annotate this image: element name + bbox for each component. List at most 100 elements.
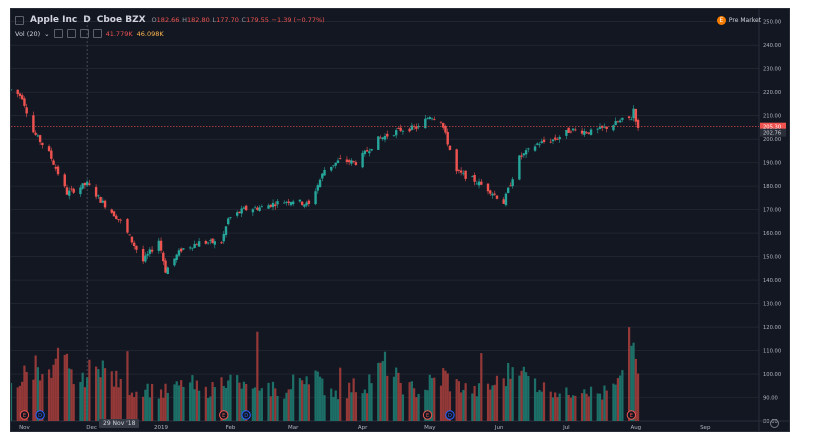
volume-bar: [565, 387, 568, 421]
candle-body: [130, 236, 134, 243]
candle-body: [47, 146, 51, 152]
candle-body: [603, 126, 606, 128]
volume-bar: [298, 378, 301, 421]
y-tick-label: 130.00: [763, 302, 781, 308]
candle-body: [518, 155, 521, 180]
candle-body: [630, 119, 633, 121]
volume-bar: [54, 358, 57, 421]
candle-body: [424, 118, 427, 129]
candle-body: [258, 207, 261, 211]
volume-bar: [619, 375, 622, 421]
volume-bar: [36, 367, 39, 421]
x-tick-label: Jun: [494, 425, 504, 431]
volume-bar: [334, 390, 337, 421]
candle-body: [150, 249, 154, 252]
collapse-icon[interactable]: [15, 15, 24, 25]
premarket-badge[interactable]: E Pre Market: [716, 16, 761, 25]
candle-body: [126, 218, 129, 233]
volume-bar: [88, 359, 91, 421]
dividend-marker: [445, 410, 455, 420]
gear-icon[interactable]: [770, 419, 779, 428]
candle-body: [115, 215, 118, 219]
candle-body: [157, 240, 161, 251]
volume-value: 41.779K: [105, 29, 133, 38]
candle-body: [117, 219, 120, 220]
candle-body: [38, 135, 42, 143]
candle-body: [213, 241, 216, 245]
volume-bar: [117, 387, 120, 421]
close-icon[interactable]: [79, 29, 89, 38]
candle-body: [540, 141, 543, 144]
volume-bar: [72, 384, 75, 421]
candle-body: [571, 128, 575, 131]
volume-bar: [509, 378, 512, 421]
candle-body: [260, 206, 264, 208]
candle-body: [361, 152, 364, 168]
candle-body: [229, 217, 232, 219]
chart-window[interactable]: 250.00 240.00 230.00 220.00 210.00 200.00 190.…: [10, 8, 790, 432]
chevron-down-icon[interactable]: ⌄: [44, 29, 50, 38]
candle-body: [493, 193, 496, 195]
volume-bar: [314, 370, 317, 421]
volume-bar: [365, 393, 369, 421]
volume-bar: [112, 386, 116, 421]
earnings-icon: E: [716, 16, 726, 25]
chart-canvas[interactable]: 250.00 240.00 230.00 220.00 210.00 200.00 190.…: [11, 9, 790, 432]
candle-body: [392, 135, 396, 137]
y-tick-label: 180.00: [763, 184, 781, 190]
candle-body: [618, 120, 622, 123]
candle-body: [18, 93, 22, 96]
volume-bar: [209, 396, 212, 421]
low-label: L: [212, 16, 217, 24]
volume-bar: [307, 384, 310, 421]
settings-icon[interactable]: [66, 29, 76, 38]
candle-body: [52, 160, 55, 165]
symbol-name[interactable]: Apple Inc: [30, 15, 78, 25]
candle-body: [204, 241, 208, 244]
candle-body: [399, 127, 402, 131]
volume-bar: [614, 384, 617, 421]
high-label: H: [182, 16, 188, 24]
candle-body: [251, 209, 255, 213]
candle-body: [193, 243, 196, 248]
candle-body: [464, 170, 467, 179]
volume-bar: [56, 347, 60, 421]
x-tick-label: Apr: [358, 425, 368, 431]
candle-body: [182, 248, 185, 250]
volume-bar: [283, 398, 286, 421]
prev-price-label: 202.76: [763, 131, 781, 137]
x-tick-label: May: [424, 425, 436, 431]
volume-label[interactable]: Vol (20): [15, 29, 41, 38]
prev-price-badge: [760, 128, 786, 137]
more-icon[interactable]: [92, 29, 102, 38]
candle-body: [16, 89, 19, 95]
volume-bar: [386, 375, 389, 421]
volume-bar: [361, 393, 364, 421]
close-value: 179.55: [246, 16, 269, 24]
candle-body: [188, 247, 192, 249]
volume-bar: [301, 380, 304, 421]
volume-bar: [601, 399, 604, 421]
event-marker-label: D: [38, 413, 42, 419]
volume-bar: [287, 389, 290, 421]
exchange[interactable]: Cboe BZX: [96, 15, 146, 25]
candle-body: [433, 119, 436, 121]
interval[interactable]: D: [83, 15, 91, 25]
candle-body: [347, 160, 351, 163]
x-tick-label: 2019: [154, 425, 168, 431]
open-value: 182.66: [156, 16, 180, 24]
volume-bar: [460, 392, 463, 421]
volume-bar: [462, 389, 465, 421]
candle-body: [72, 188, 75, 193]
candle-body: [112, 211, 116, 217]
candle-body: [415, 126, 418, 129]
volume-bar: [424, 389, 427, 421]
visibility-icon[interactable]: [53, 29, 63, 38]
candle-body: [11, 89, 13, 91]
volume-bar: [251, 388, 254, 421]
y-tick-label: 100.00: [763, 372, 781, 378]
volume-bar: [126, 351, 129, 421]
y-tick-label: 230.00: [763, 67, 781, 73]
candle-body: [377, 136, 380, 150]
volume-bar: [368, 374, 371, 421]
